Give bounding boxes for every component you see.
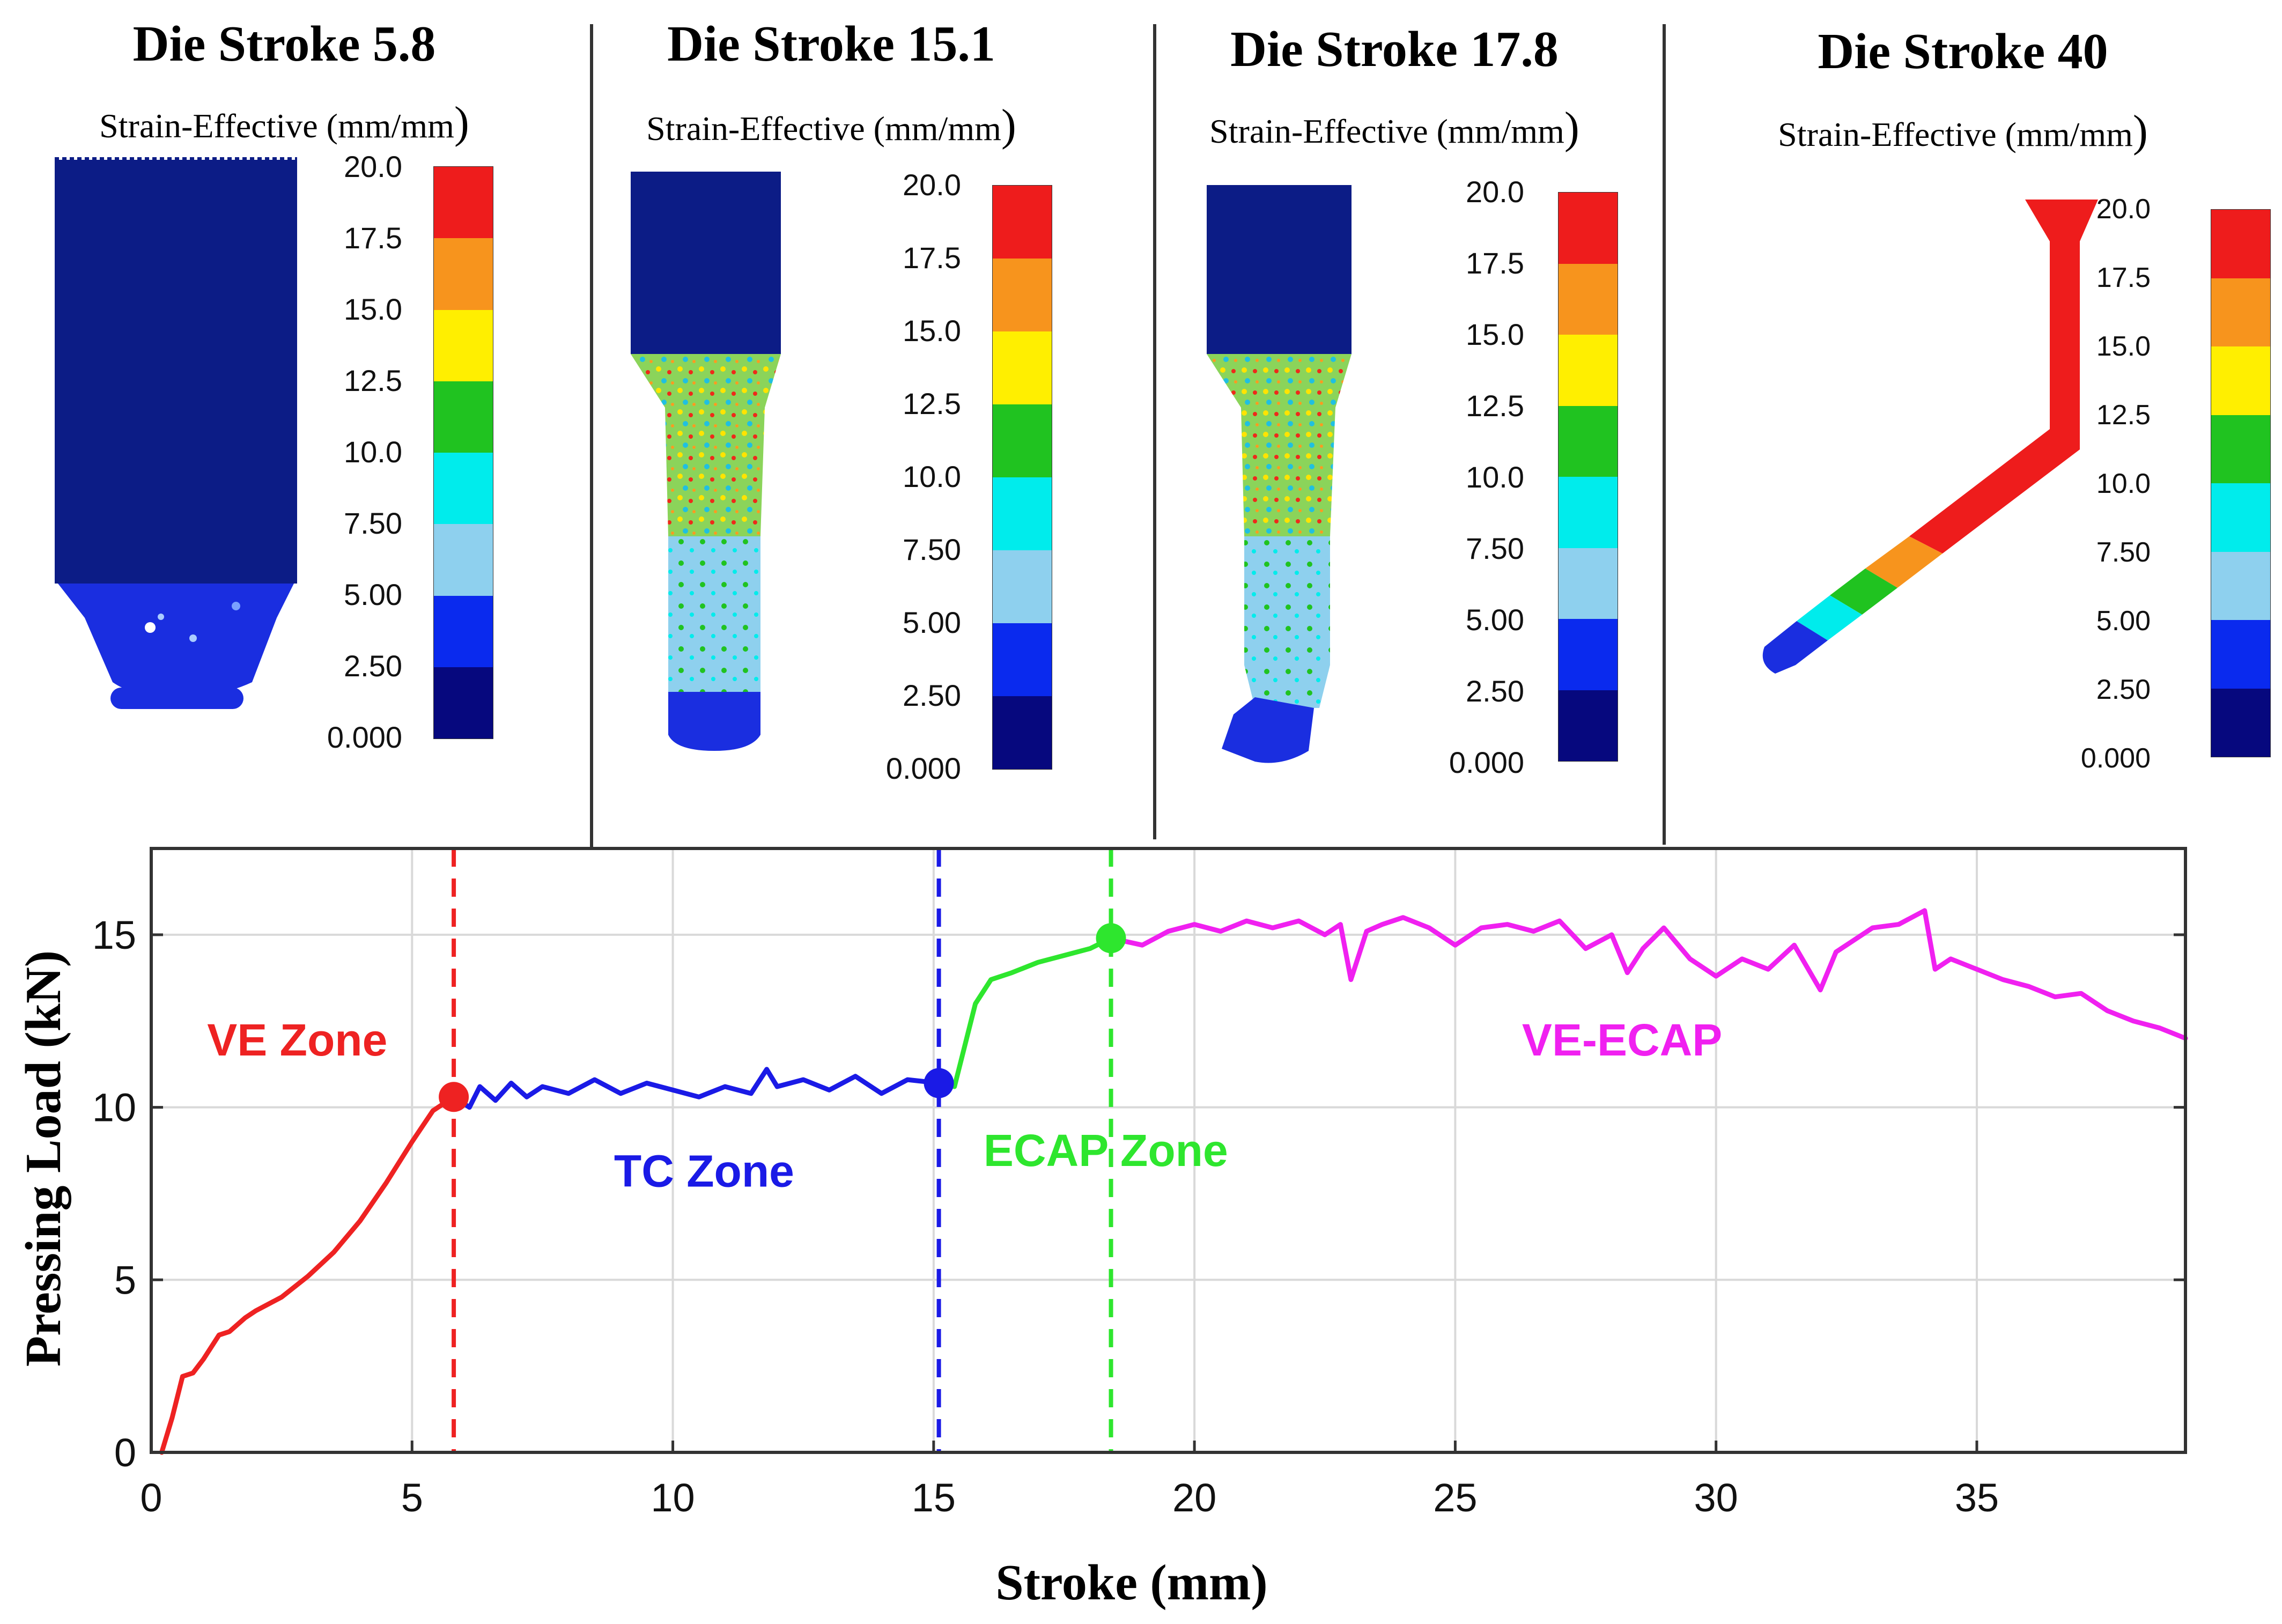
x-axis-label: Stroke (mm) xyxy=(995,1555,1267,1611)
panel-4-billet-render xyxy=(1762,200,2098,674)
cbar-tick: 5.00 xyxy=(344,578,402,611)
cbar-tick: 7.50 xyxy=(903,533,961,566)
cbar-tick: 17.5 xyxy=(2096,262,2151,293)
zone-annotation: ECAP Zone xyxy=(984,1125,1228,1176)
panel-4-title: Die Stroke 40 xyxy=(1818,24,2108,79)
cbar-tick: 10.0 xyxy=(344,435,402,469)
panel-1-subtitle: Strain-Effective (mm/mm) xyxy=(99,97,469,149)
cbar-tick: 20.0 xyxy=(344,150,402,183)
series-line xyxy=(159,1094,456,1455)
panel-separator-2 xyxy=(1153,24,1156,839)
panel-1-title: Die Stroke 5.8 xyxy=(132,16,436,72)
cbar-tick: 17.5 xyxy=(1466,246,1524,280)
y-axis-label: Pressing Load (kN) xyxy=(16,950,71,1367)
cbar-tick: 17.5 xyxy=(344,221,402,255)
x-tick-label: 35 xyxy=(1955,1475,1999,1520)
x-tick-label: 30 xyxy=(1694,1475,1738,1520)
cbar-tick: 15.0 xyxy=(1466,318,1524,351)
panel-1-billet-render xyxy=(55,157,297,709)
panel-2-subtitle: Strain-Effective (mm/mm) xyxy=(646,99,1016,151)
axis-ticks: 0 5 10 15 20 25 30 35 0 5 10 15 xyxy=(92,913,2185,1520)
zone-markers xyxy=(439,923,1126,1112)
cbar-tick: 2.50 xyxy=(2096,674,2151,705)
zone-annotation: TC Zone xyxy=(614,1146,794,1197)
x-tick-label: 25 xyxy=(1433,1475,1477,1520)
panel-2-billet-render xyxy=(631,172,781,751)
x-tick-label: 0 xyxy=(140,1475,162,1520)
cbar-tick: 20.0 xyxy=(2096,194,2151,225)
series-line xyxy=(1109,908,2188,1041)
panel-1-subtitle-paren: ) xyxy=(454,98,469,147)
cbar-tick: 20.0 xyxy=(903,168,961,202)
cbar-tick: 2.50 xyxy=(1466,674,1524,708)
cbar-tick: 12.5 xyxy=(2096,400,2151,431)
panel-2-subtitle-paren: ) xyxy=(1001,100,1016,150)
zone-transition-marker xyxy=(924,1068,954,1098)
panel-1-subtitle-text: Strain-Effective (mm/mm xyxy=(99,107,454,145)
cbar-tick: 17.5 xyxy=(903,241,961,275)
y-tick-label: 0 xyxy=(114,1430,136,1475)
x-tick-label: 10 xyxy=(651,1475,695,1520)
x-tick-label: 5 xyxy=(401,1475,423,1520)
cbar-tick: 0.000 xyxy=(1449,745,1524,779)
y-tick-label: 5 xyxy=(114,1258,136,1302)
panel-1-colorbar xyxy=(433,166,493,739)
cbar-tick: 2.50 xyxy=(903,678,961,712)
panel-4-subtitle-text: Strain-Effective (mm/mm xyxy=(1778,115,2133,153)
cbar-tick: 5.00 xyxy=(2096,606,2151,637)
x-tick-label: 20 xyxy=(1172,1475,1216,1520)
panel-2-title: Die Stroke 15.1 xyxy=(667,16,995,72)
cbar-tick: 5.00 xyxy=(1466,603,1524,637)
series-line xyxy=(936,935,1113,1089)
cbar-tick: 10.0 xyxy=(903,460,961,493)
panel-3-subtitle: Strain-Effective (mm/mm) xyxy=(1209,102,1579,154)
cbar-tick: 15.0 xyxy=(2096,331,2151,362)
series-line xyxy=(451,1067,942,1110)
chart-series xyxy=(159,908,2188,1455)
cbar-tick: 0.000 xyxy=(327,720,402,754)
cbar-tick: 5.00 xyxy=(903,606,961,639)
zone-transition-marker xyxy=(439,1082,469,1112)
cbar-tick: 12.5 xyxy=(903,387,961,420)
panel-3-title: Die Stroke 17.8 xyxy=(1230,21,1559,77)
zone-annotation: VE-ECAP xyxy=(1522,1015,1722,1065)
cbar-tick: 7.50 xyxy=(1466,532,1524,565)
cbar-tick: 0.000 xyxy=(885,751,961,785)
cbar-tick: 12.5 xyxy=(1466,389,1524,423)
panel-3-colorbar xyxy=(1558,192,1618,762)
panel-2-colorbar xyxy=(992,185,1052,770)
zone-transition-marker xyxy=(1096,923,1126,954)
panel-4-subtitle-paren: ) xyxy=(2132,106,2148,156)
y-tick-label: 10 xyxy=(92,1086,136,1130)
cbar-tick: 15.0 xyxy=(344,292,402,326)
cbar-tick: 0.000 xyxy=(2080,743,2151,774)
cbar-tick: 12.5 xyxy=(344,364,402,397)
zone-annotations: VE Zone TC Zone ECAP Zone VE-ECAP xyxy=(207,1015,1722,1197)
cbar-tick: 7.50 xyxy=(2096,537,2151,568)
panel-separator-3 xyxy=(1663,24,1666,845)
cbar-tick: 20.0 xyxy=(1466,175,1524,209)
plot-frame xyxy=(150,847,2187,1454)
cbar-tick: 10.0 xyxy=(2096,468,2151,499)
top-panels: Die Stroke 5.8 Strain-Effective (mm/mm) … xyxy=(55,16,2271,850)
cbar-tick: 7.50 xyxy=(344,506,402,540)
panel-3-billet-render xyxy=(1207,185,1352,763)
panel-3-subtitle-paren: ) xyxy=(1564,103,1579,153)
x-tick-label: 15 xyxy=(912,1475,956,1520)
panel-4-colorbar xyxy=(2211,209,2271,757)
cbar-tick: 15.0 xyxy=(903,314,961,348)
y-tick-label: 15 xyxy=(92,913,136,957)
zone-annotation: VE Zone xyxy=(207,1015,387,1065)
cbar-tick: 2.50 xyxy=(344,649,402,683)
panel-2-subtitle-text: Strain-Effective (mm/mm xyxy=(646,109,1001,147)
panel-4-subtitle: Strain-Effective (mm/mm) xyxy=(1778,105,2148,157)
panel-3-subtitle-text: Strain-Effective (mm/mm xyxy=(1209,112,1564,150)
cbar-tick: 10.0 xyxy=(1466,460,1524,494)
panel-separator-1 xyxy=(590,24,593,850)
